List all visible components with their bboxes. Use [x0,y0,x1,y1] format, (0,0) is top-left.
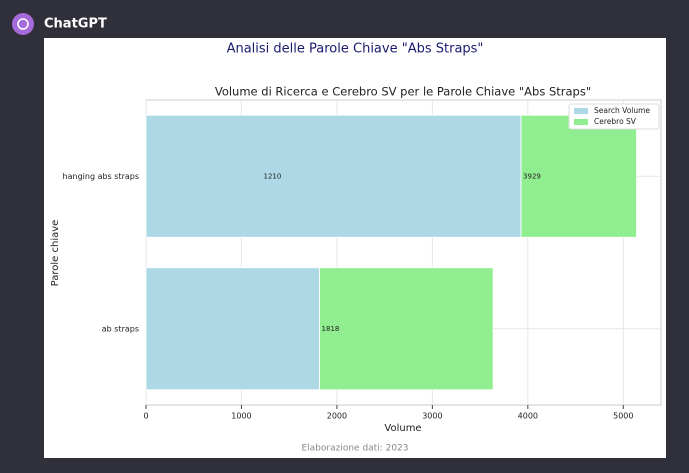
y-tick-label: hanging abs straps [63,172,139,181]
x-tick-label: 3000 [422,412,442,421]
annotation: 3929 [523,172,541,180]
x-tick-label: 1000 [231,412,251,421]
bar [145,114,522,238]
footer: Elaborazione dati: 2023 [301,444,408,454]
app-name: ChatGPT [44,17,107,32]
x-tick-label: 5000 [613,412,633,421]
app-icon [12,13,34,35]
annotation: 1818 [322,325,340,333]
legend-label: Cerebro SV [594,117,637,126]
x-tick-label: 2000 [327,412,347,421]
x-tick-label: 4000 [518,412,538,421]
x-tick-label: 0 [143,412,148,421]
y-tick-label: ab straps [102,324,139,333]
bar [520,114,637,238]
legend-swatch [574,108,588,114]
annotation: 1210 [264,172,282,180]
app-icon-glyph [17,18,29,30]
legend-box [568,103,660,130]
chart-title: Analisi delle Parole Chiave "Abs Straps" [227,42,484,57]
x-axis-label: Volume [384,423,421,434]
bar [145,267,320,391]
chart-subtitle: Volume di Ricerca e Cerebro SV per le Pa… [215,85,591,99]
bar [319,267,494,391]
legend-swatch [574,119,588,125]
y-axis-label: Parole chiave [50,220,61,287]
legend-label: Search Volume [594,106,650,115]
